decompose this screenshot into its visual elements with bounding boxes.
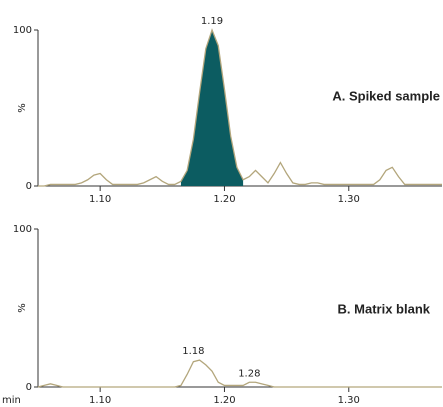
x-tick-label: 1.10 [89,194,111,205]
y-axis-label: % [17,303,28,313]
panel-title: B. Matrix blank [338,301,431,316]
peak-label: 1.18 [182,346,204,357]
y-tick-label: 0 [26,382,32,393]
x-tick-label: 1.30 [338,395,360,406]
trace [37,359,442,388]
y-tick-label: 0 [26,181,32,192]
trace [38,28,442,187]
integrated-peak [180,30,244,186]
peak-label: 1.19 [201,16,223,27]
y-tick-label: 100 [13,224,32,235]
peak-label: 1.28 [238,368,260,379]
y-axis-label: % [17,103,28,113]
x-tick-label: 1.10 [89,395,111,406]
x-tick-label: 1.20 [213,194,235,205]
x-tick-label: 1.30 [338,194,360,205]
panel-title: A. Spiked sample [332,88,440,103]
x-axis-label: min [2,395,21,406]
y-tick-label: 100 [13,25,32,36]
x-tick-label: 1.20 [213,395,235,406]
